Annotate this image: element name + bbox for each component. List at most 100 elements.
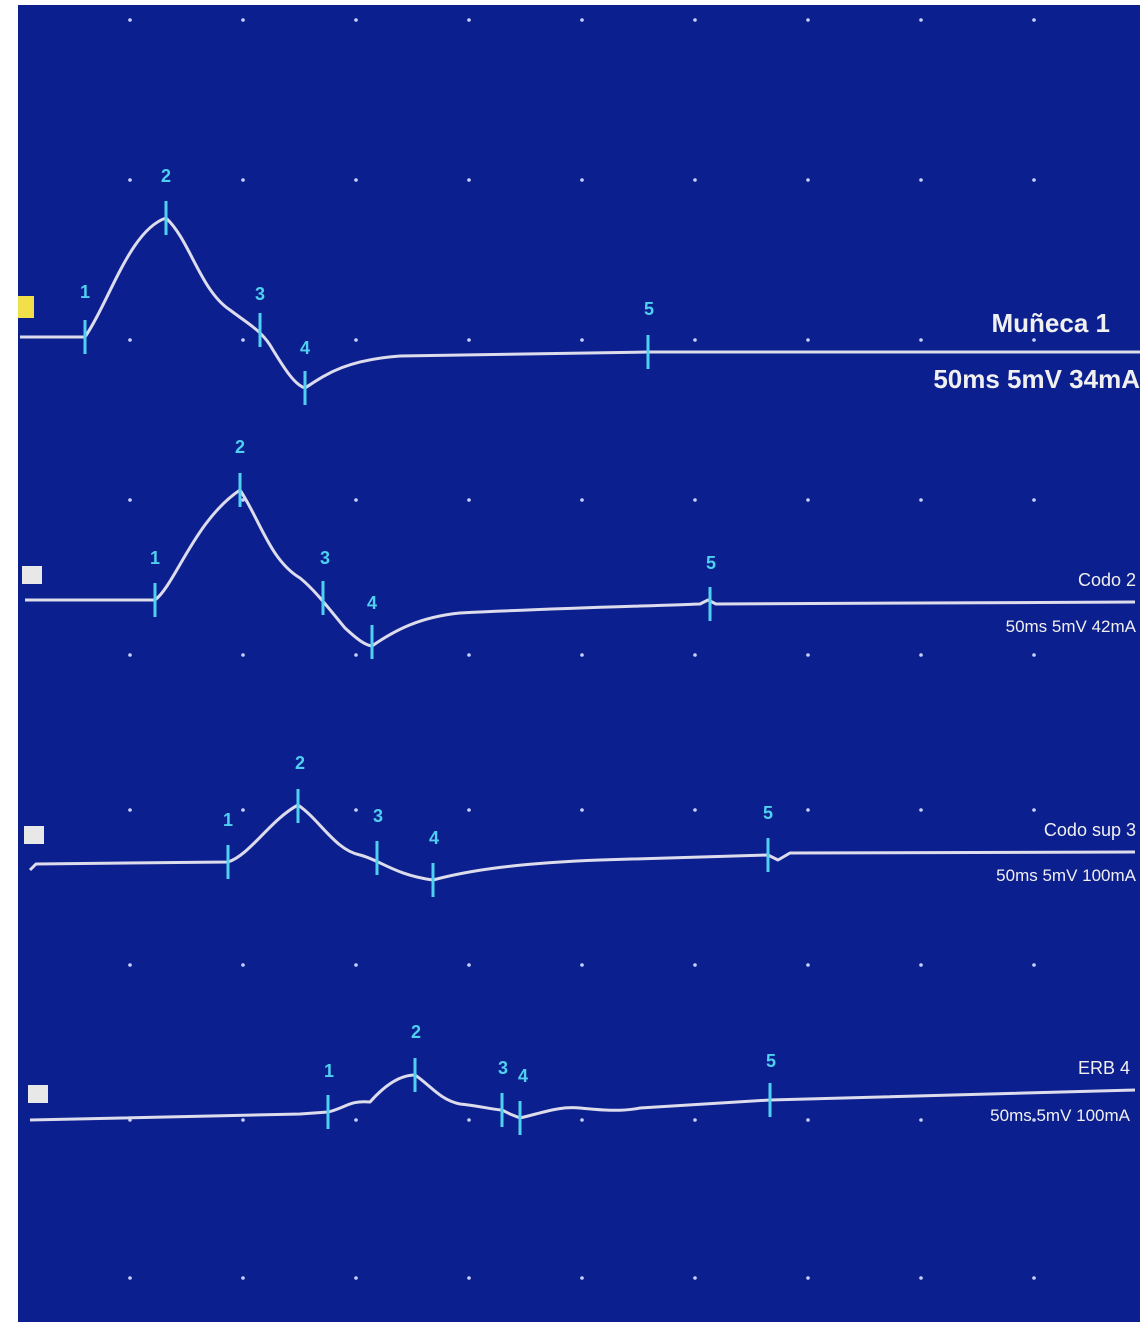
display bbox=[18, 5, 1140, 1322]
grid-dot bbox=[467, 1118, 471, 1122]
channel-box bbox=[18, 296, 34, 318]
grid-dot bbox=[580, 1276, 584, 1280]
marker-label: 4 bbox=[367, 593, 377, 613]
grid-dot bbox=[467, 178, 471, 182]
grid-dot bbox=[806, 498, 810, 502]
channel-box bbox=[28, 1085, 48, 1103]
grid-dot bbox=[693, 1276, 697, 1280]
marker-label: 3 bbox=[498, 1058, 508, 1078]
grid-dot bbox=[354, 1276, 358, 1280]
grid-dot bbox=[467, 498, 471, 502]
grid-dot bbox=[580, 18, 584, 22]
grid-dot bbox=[128, 178, 132, 182]
grid-dot bbox=[241, 653, 245, 657]
grid-dot bbox=[128, 1276, 132, 1280]
grid-dot bbox=[354, 1118, 358, 1122]
trace-name: ERB 4 bbox=[1078, 1058, 1130, 1078]
trace-settings: 50ms 5mV 100mA bbox=[996, 866, 1136, 885]
grid-dot bbox=[806, 653, 810, 657]
grid-dot bbox=[354, 653, 358, 657]
trace-settings: 50ms 5mV 34mA bbox=[933, 364, 1140, 394]
grid-dot bbox=[354, 498, 358, 502]
grid-dot bbox=[1032, 1276, 1036, 1280]
marker-label: 2 bbox=[411, 1022, 421, 1042]
grid-dot bbox=[241, 808, 245, 812]
grid-dot bbox=[919, 808, 923, 812]
marker-label: 3 bbox=[320, 548, 330, 568]
grid-dot bbox=[919, 963, 923, 967]
grid-dot bbox=[128, 498, 132, 502]
grid-dot bbox=[1032, 963, 1036, 967]
grid-dot bbox=[580, 338, 584, 342]
grid-dot bbox=[128, 653, 132, 657]
grid-dot bbox=[467, 1276, 471, 1280]
grid-dot bbox=[467, 808, 471, 812]
grid-dot bbox=[693, 338, 697, 342]
marker-label: 3 bbox=[373, 806, 383, 826]
marker-label: 4 bbox=[518, 1066, 528, 1086]
grid-dot bbox=[128, 963, 132, 967]
grid-dot bbox=[693, 1118, 697, 1122]
trace-settings: 50ms 5mV 42mA bbox=[1006, 617, 1137, 636]
grid-dot bbox=[128, 808, 132, 812]
marker-label: 4 bbox=[300, 338, 310, 358]
marker-label: 5 bbox=[706, 553, 716, 573]
marker-label: 3 bbox=[255, 284, 265, 304]
grid-dot bbox=[806, 1118, 810, 1122]
grid-dot bbox=[580, 1118, 584, 1122]
marker-label: 2 bbox=[235, 437, 245, 457]
channel-box bbox=[22, 566, 42, 584]
grid-dot bbox=[919, 338, 923, 342]
grid-dot bbox=[241, 1118, 245, 1122]
marker-label: 1 bbox=[324, 1061, 334, 1081]
trace-name: Codo 2 bbox=[1078, 570, 1136, 590]
grid-dot bbox=[580, 808, 584, 812]
grid-dot bbox=[1032, 18, 1036, 22]
grid-dot bbox=[919, 653, 923, 657]
grid-dot bbox=[919, 498, 923, 502]
marker-label: 1 bbox=[150, 548, 160, 568]
marker-label: 4 bbox=[429, 828, 439, 848]
grid-dot bbox=[241, 1276, 245, 1280]
marker-label: 1 bbox=[80, 282, 90, 302]
grid-dot bbox=[467, 653, 471, 657]
grid-dot bbox=[467, 338, 471, 342]
grid-dot bbox=[806, 963, 810, 967]
grid-dot bbox=[241, 338, 245, 342]
grid-dot bbox=[354, 338, 358, 342]
grid-dot bbox=[1032, 498, 1036, 502]
grid-dot bbox=[241, 18, 245, 22]
grid-dot bbox=[693, 498, 697, 502]
screen: Muñeca 1 50ms 5mV 34mA Codo 2 50ms 5mV 4… bbox=[0, 0, 1148, 1322]
grid-dot bbox=[128, 18, 132, 22]
grid-dot bbox=[241, 963, 245, 967]
grid-dot bbox=[354, 808, 358, 812]
grid-dot bbox=[1032, 653, 1036, 657]
grid-dot bbox=[1032, 808, 1036, 812]
grid-dot bbox=[241, 178, 245, 182]
grid-dot bbox=[467, 18, 471, 22]
channel-box bbox=[24, 826, 44, 844]
grid-dot bbox=[919, 1276, 923, 1280]
grid-dot bbox=[467, 963, 471, 967]
trace-settings: 50ms 5mV 100mA bbox=[990, 1106, 1130, 1125]
grid-dot bbox=[919, 18, 923, 22]
grid-dot bbox=[693, 18, 697, 22]
marker-label: 2 bbox=[295, 753, 305, 773]
grid-dot bbox=[1032, 178, 1036, 182]
grid-dot bbox=[693, 653, 697, 657]
grid-dot bbox=[919, 178, 923, 182]
trace-name: Codo sup 3 bbox=[1044, 820, 1136, 840]
marker-label: 5 bbox=[644, 299, 654, 319]
grid-dot bbox=[806, 808, 810, 812]
marker-label: 1 bbox=[223, 810, 233, 830]
grid-dot bbox=[806, 178, 810, 182]
grid-dot bbox=[580, 178, 584, 182]
grid-dot bbox=[128, 338, 132, 342]
grid-dot bbox=[354, 963, 358, 967]
marker-label: 2 bbox=[161, 166, 171, 186]
grid-dot bbox=[354, 178, 358, 182]
grid-dot bbox=[693, 963, 697, 967]
grid-dot bbox=[806, 1276, 810, 1280]
marker-label: 5 bbox=[763, 803, 773, 823]
